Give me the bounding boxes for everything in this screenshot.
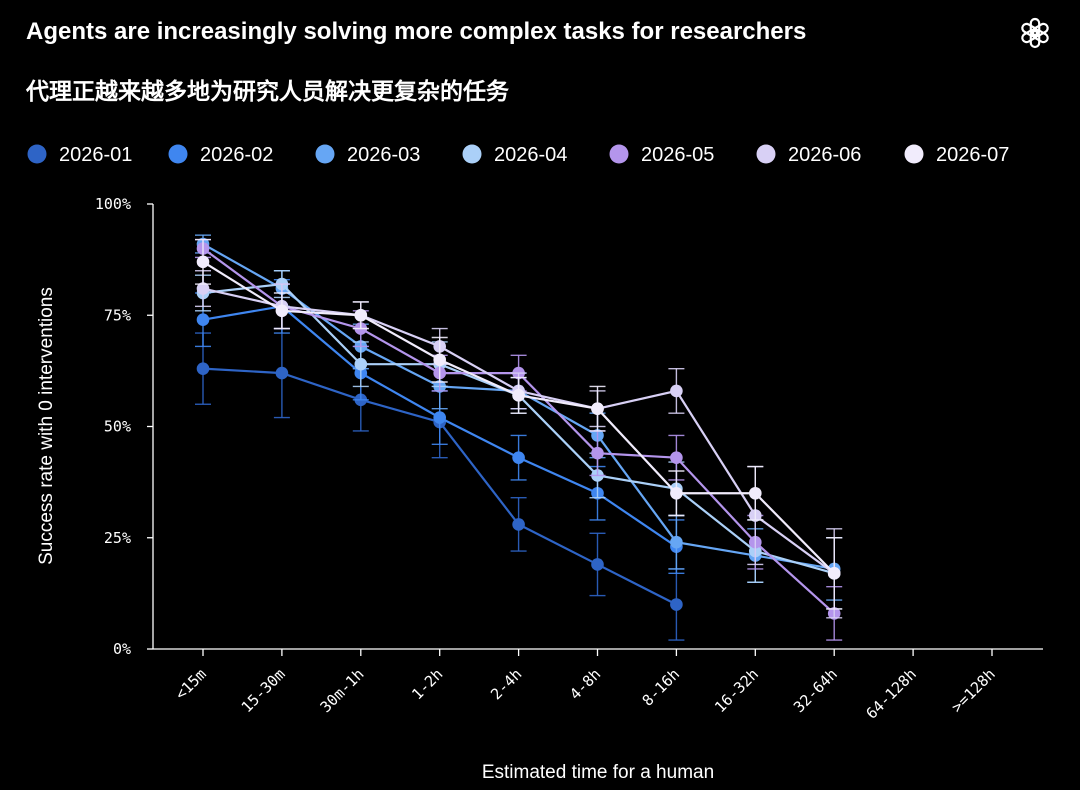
x-tick-label: 64-128h (862, 665, 919, 722)
data-point (591, 446, 604, 460)
chart-axes: 0% 25% 50% 75% 100% <15m 15-30m 30m-1h 1-2h 2-4h 4… (36, 195, 1043, 783)
data-point (827, 567, 841, 580)
data-point (512, 389, 525, 402)
x-tick-label: 15-30m (238, 665, 289, 716)
legend-item: 2026-01 (27, 144, 132, 166)
series-2026-02 (195, 278, 685, 575)
legend-item: 2026-03 (315, 144, 420, 166)
legend-marker (168, 144, 188, 164)
data-point (670, 384, 683, 398)
x-tick-label: 16-32h (711, 665, 762, 716)
y-tick-label: 100% (95, 195, 131, 213)
data-point (196, 362, 210, 375)
data-point (591, 402, 604, 416)
legend-label: 2026-07 (936, 144, 1009, 166)
legend-item: 2026-06 (756, 144, 861, 166)
legend-marker (904, 144, 924, 164)
data-point (354, 357, 368, 371)
x-tick-label: 4-8h (566, 665, 604, 703)
legend-marker (756, 144, 776, 164)
openai-logo-icon (1021, 17, 1049, 49)
legend-marker (462, 144, 482, 164)
data-point (670, 598, 683, 611)
data-point (591, 558, 604, 571)
data-point (670, 451, 683, 464)
x-tick-label: 1-2h (408, 665, 446, 703)
legend-label: 2026-02 (200, 144, 273, 166)
legend: 2026-01 2026-02 2026-03 2026-04 2026-05 2026-… (27, 144, 1009, 166)
legend-marker (27, 144, 47, 164)
series-line (202, 247, 835, 615)
data-point (196, 313, 210, 327)
plot-area (195, 234, 843, 641)
y-tick-label: 50% (104, 418, 131, 436)
legend-label: 2026-06 (788, 144, 861, 166)
legend-item: 2026-05 (609, 144, 714, 166)
x-axis-label: Estimated time for a human (482, 762, 714, 783)
x-tick-label: 8-16h (639, 665, 684, 710)
data-point (275, 304, 289, 318)
data-point (512, 518, 525, 531)
y-tick-label: 0% (113, 640, 131, 658)
data-point (354, 308, 368, 322)
x-tick-label: 32-64h (790, 665, 841, 716)
data-point (749, 486, 762, 500)
data-point (512, 451, 525, 464)
chart-subtitle: 代理正越来越多地为研究人员解决更复杂的任务 (26, 79, 509, 105)
y-tick-label: 25% (104, 529, 131, 547)
legend-label: 2026-05 (641, 144, 714, 166)
legend-marker (315, 144, 335, 164)
data-point (670, 535, 683, 549)
x-tick-label: <15m (172, 665, 210, 703)
y-axis-label: Success rate with 0 interventions (36, 287, 57, 565)
data-point (433, 353, 447, 367)
legend-label: 2026-01 (59, 144, 132, 166)
data-point (433, 411, 447, 424)
data-point (670, 486, 683, 500)
legend-item: 2026-02 (168, 144, 273, 166)
data-point (196, 255, 210, 269)
chart-title: Agents are increasingly solving more com… (26, 18, 807, 45)
legend-marker (609, 144, 629, 164)
legend-item: 2026-07 (904, 144, 1009, 166)
legend-label: 2026-03 (347, 144, 420, 166)
x-tick-label: 2-4h (487, 665, 525, 703)
x-tick-label: >=128h (948, 665, 999, 716)
legend-item: 2026-04 (462, 144, 567, 166)
data-point (275, 366, 289, 380)
data-point (196, 282, 210, 295)
series-2026-07 (195, 238, 843, 610)
legend-label: 2026-04 (494, 144, 567, 166)
x-tick-label: 30m-1h (317, 665, 368, 716)
y-tick-label: 75% (104, 306, 131, 324)
